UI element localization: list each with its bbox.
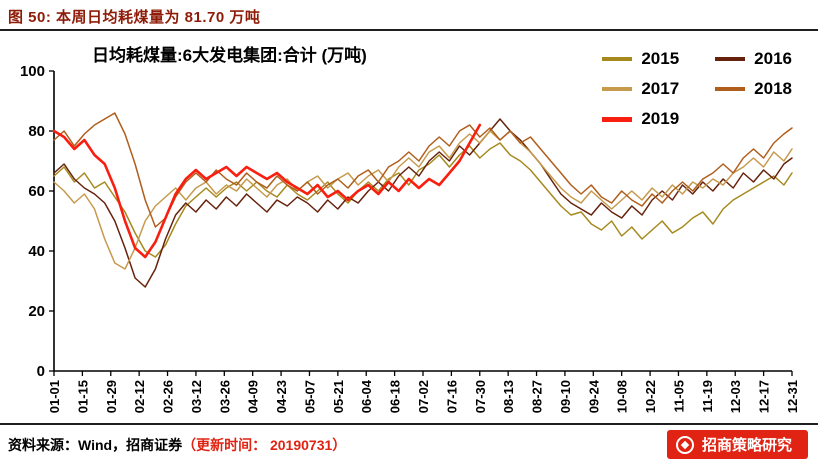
- legend-swatch-2016: [715, 57, 746, 61]
- cms-logo-icon: [675, 435, 694, 454]
- legend-swatch-2017: [602, 87, 633, 91]
- y-tick-label: 0: [37, 363, 45, 380]
- cms-strategy-stamp: 招商策略研究: [666, 430, 808, 459]
- y-tick-label: 60: [28, 183, 45, 200]
- x-tick-label: 01-15: [75, 380, 90, 413]
- x-tick-label: 08-27: [530, 380, 545, 413]
- chart-canvas: 0 20 40 60 80 100 01-01 01-15 01-29 02-12 02-26 03-…: [20, 63, 800, 413]
- y-tick-label: 40: [28, 243, 45, 260]
- legend-label-2017: 2017: [641, 79, 680, 98]
- x-tick-label: 04-09: [246, 380, 261, 413]
- update-time-label: （更新时间： 20190731）: [182, 436, 347, 453]
- x-tick-label: 10-08: [615, 380, 630, 413]
- x-tick-label: 02-12: [132, 380, 147, 413]
- x-tick-label: 03-12: [189, 380, 204, 413]
- chart-title: 日均耗煤量:6大发电集团:合计 (万吨): [92, 46, 367, 65]
- y-tick-label: 100: [20, 63, 45, 80]
- series-line-2016: [53, 118, 793, 288]
- coal-consumption-chart: 日均耗煤量:6大发电集团:合计 (万吨) 2015 2016 2017 2018 201…: [0, 31, 818, 423]
- y-tick-label: 80: [28, 123, 45, 140]
- x-tick-label: 11-19: [700, 380, 715, 413]
- series-line-2017: [53, 130, 793, 270]
- legend-label-2018: 2018: [754, 79, 792, 98]
- series-line-2018: [53, 112, 793, 228]
- figure-header: 图 50: 本周日均耗煤量为 81.70 万吨: [0, 0, 818, 29]
- x-tick-label: 07-02: [416, 380, 431, 413]
- x-tick-label: 12-17: [757, 380, 772, 413]
- x-tick-label: 04-23: [274, 380, 289, 413]
- y-tick-label: 20: [28, 303, 45, 320]
- x-tick-label: 03-26: [217, 380, 232, 413]
- legend-label-2016: 2016: [754, 49, 792, 68]
- footer-divider: [0, 423, 818, 425]
- x-tick-label: 06-04: [359, 379, 374, 413]
- x-tick-label: 07-16: [444, 380, 459, 413]
- x-tick-label: 01-29: [104, 380, 119, 413]
- x-tick-label: 05-07: [302, 380, 317, 413]
- x-tick-label: 02-26: [161, 380, 176, 413]
- legend-item-2018: 2018: [715, 79, 792, 99]
- x-tick-label: 09-10: [558, 380, 573, 413]
- x-tick-label: 01-01: [47, 380, 62, 413]
- legend-item-2016: 2016: [715, 49, 792, 69]
- x-tick-label: 12-31: [785, 380, 800, 413]
- x-tick-label: 08-13: [501, 380, 516, 413]
- x-tick-label: 12-03: [728, 380, 743, 413]
- legend-swatch-2015: [602, 57, 633, 61]
- series-line-2019: [52, 123, 482, 259]
- x-tick-label: 06-18: [388, 380, 403, 413]
- figure-footer: 资料来源：Wind，招商证券（更新时间： 20190731） 招商策略研究: [0, 425, 818, 461]
- x-tick-label: 05-21: [331, 380, 346, 413]
- x-tick-label: 11-05: [671, 380, 686, 413]
- legend-label-2015: 2015: [641, 49, 680, 68]
- chart-legend: 2015 2016 2017 2018 2019: [602, 49, 792, 129]
- series-line-2015: [53, 142, 793, 258]
- source-note: 资料来源：Wind，招商证券（更新时间： 20190731）: [8, 435, 346, 455]
- legend-item-2015: 2015: [602, 49, 679, 69]
- figure-title: 图 50: 本周日均耗煤量为 81.70 万吨: [8, 9, 261, 26]
- header-divider: [0, 29, 818, 31]
- legend-swatch-2019: [602, 116, 633, 122]
- x-tick-label: 07-30: [473, 380, 488, 413]
- stamp-text: 招商策略研究: [701, 437, 792, 454]
- legend-item-2017: 2017: [602, 79, 679, 99]
- x-tick-label: 09-24: [586, 379, 601, 413]
- source-label: 资料来源：Wind，招商证券: [8, 436, 183, 453]
- legend-item-2019: 2019: [602, 109, 679, 129]
- legend-label-2019: 2019: [641, 109, 680, 128]
- x-tick-label: 10-22: [643, 380, 658, 413]
- legend-swatch-2018: [715, 87, 746, 91]
